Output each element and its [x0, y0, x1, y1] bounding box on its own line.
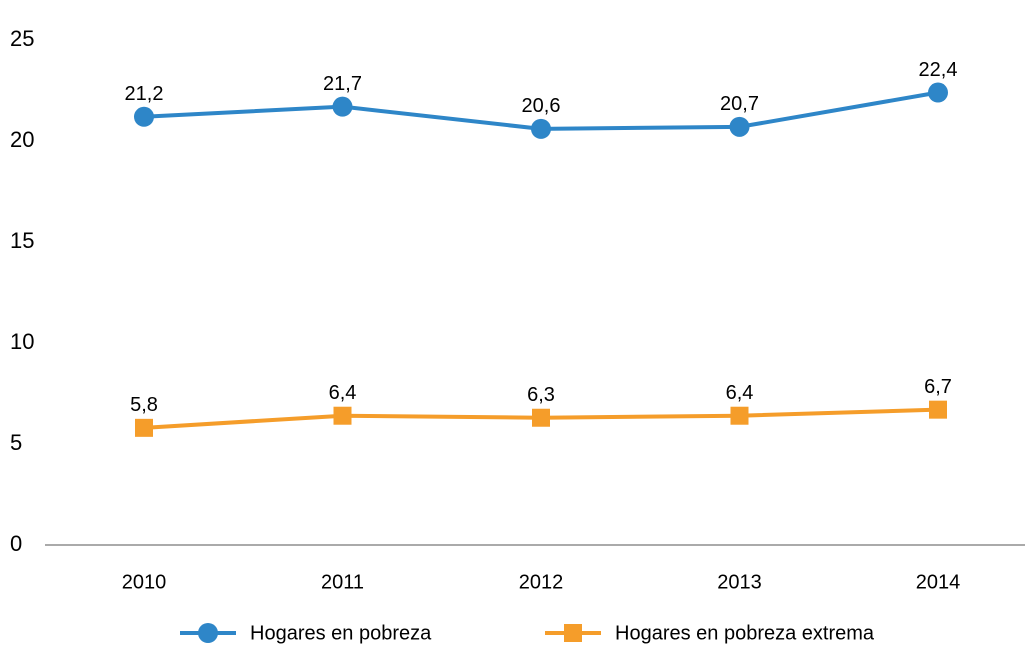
data-label: 21,2	[125, 83, 164, 105]
point	[730, 406, 749, 425]
y-tick-label: 0	[10, 531, 22, 556]
point	[532, 408, 550, 427]
data-label: 6,3	[527, 384, 555, 406]
point	[134, 106, 154, 127]
y-tick-label: 20	[10, 127, 34, 152]
point	[531, 118, 551, 139]
y-tick-label: 15	[10, 228, 34, 253]
legend-marker	[198, 623, 218, 643]
x-tick-label: 2011	[321, 571, 364, 593]
legend-label: Hogares en pobreza extrema	[615, 622, 875, 644]
x-tick-label: 2012	[519, 571, 564, 593]
x-tick-label: 2013	[717, 571, 762, 593]
data-label: 6,7	[924, 376, 952, 398]
point	[729, 116, 750, 137]
data-label: 20,6	[522, 95, 561, 117]
point	[332, 96, 353, 117]
point	[928, 82, 948, 103]
point	[929, 400, 947, 419]
data-label: 5,8	[130, 394, 158, 416]
y-tick-label: 25	[10, 26, 34, 51]
y-tick-label: 5	[10, 430, 22, 455]
point	[333, 406, 352, 425]
data-label: 6,4	[329, 382, 357, 404]
data-label: 21,7	[323, 73, 362, 95]
y-tick-label: 10	[10, 329, 34, 354]
point	[135, 418, 153, 437]
legend-marker	[564, 624, 582, 642]
x-tick-label: 2014	[916, 571, 961, 593]
data-label: 20,7	[720, 93, 759, 115]
data-label: 6,4	[726, 382, 754, 404]
data-label: 22,4	[919, 59, 958, 81]
legend-label: Hogares en pobreza	[250, 622, 432, 644]
x-tick-label: 2010	[122, 571, 167, 593]
